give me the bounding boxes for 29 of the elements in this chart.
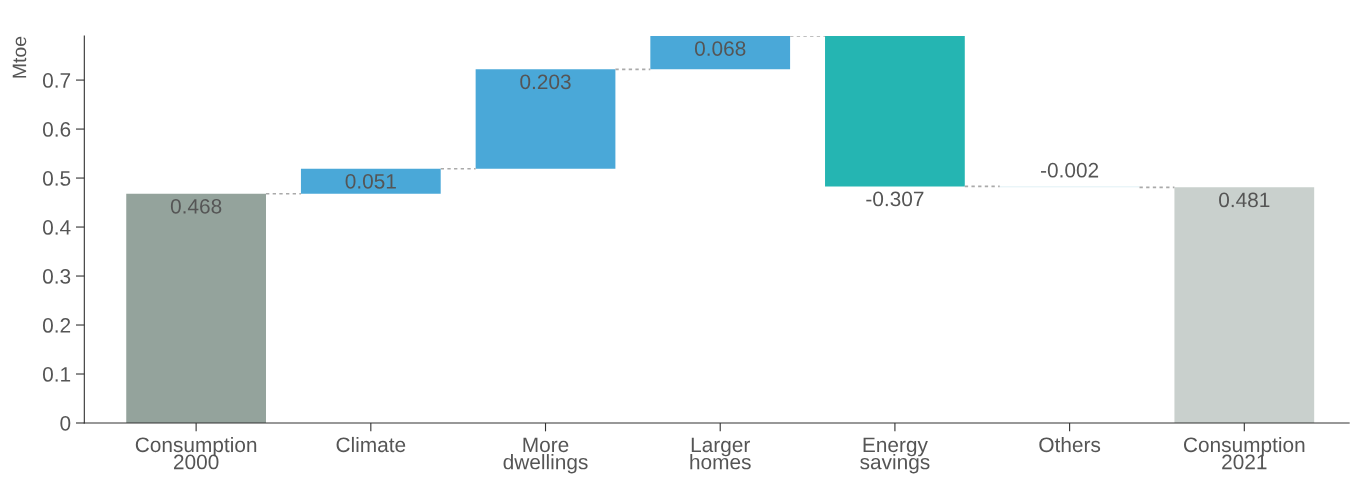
data-label: 0.051 [345, 173, 396, 189]
y-axis-title: Mtoe [12, 36, 27, 78]
data-label: -0.307 [866, 191, 924, 207]
bar [300, 168, 441, 194]
data-label: 0.468 [170, 198, 222, 214]
bar [1174, 187, 1315, 423]
x-tick-label: Larger homes [690, 437, 751, 470]
data-label: -0.002 [1041, 162, 1099, 178]
x-tick-label: Consumption 2000 [135, 436, 257, 470]
data-label: 0.203 [520, 74, 571, 90]
y-tick-label: 0 [60, 416, 71, 431]
y-tick-label: 0.6 [42, 122, 71, 137]
y-tick-label: 0.7 [42, 73, 71, 88]
bar [650, 35, 791, 70]
y-tick-label: 0.4 [42, 220, 71, 235]
x-tick-label: Climate [336, 436, 406, 453]
y-tick-label: 0.2 [42, 318, 71, 333]
y-tick-label: 0.1 [42, 367, 71, 382]
x-tick-label: Energy savings [860, 437, 930, 474]
data-label: 0.481 [1219, 192, 1270, 208]
y-tick-label: 0.5 [42, 171, 71, 186]
x-tick-label: More dwellings [503, 437, 588, 474]
bar [825, 35, 965, 187]
x-tick-label: Others [1039, 436, 1101, 453]
bar [475, 69, 616, 169]
bar [126, 193, 266, 423]
data-label: 0.068 [694, 41, 746, 56]
y-tick-label: 0.3 [42, 269, 71, 284]
x-tick-label: Consumption 2021 [1183, 436, 1305, 470]
